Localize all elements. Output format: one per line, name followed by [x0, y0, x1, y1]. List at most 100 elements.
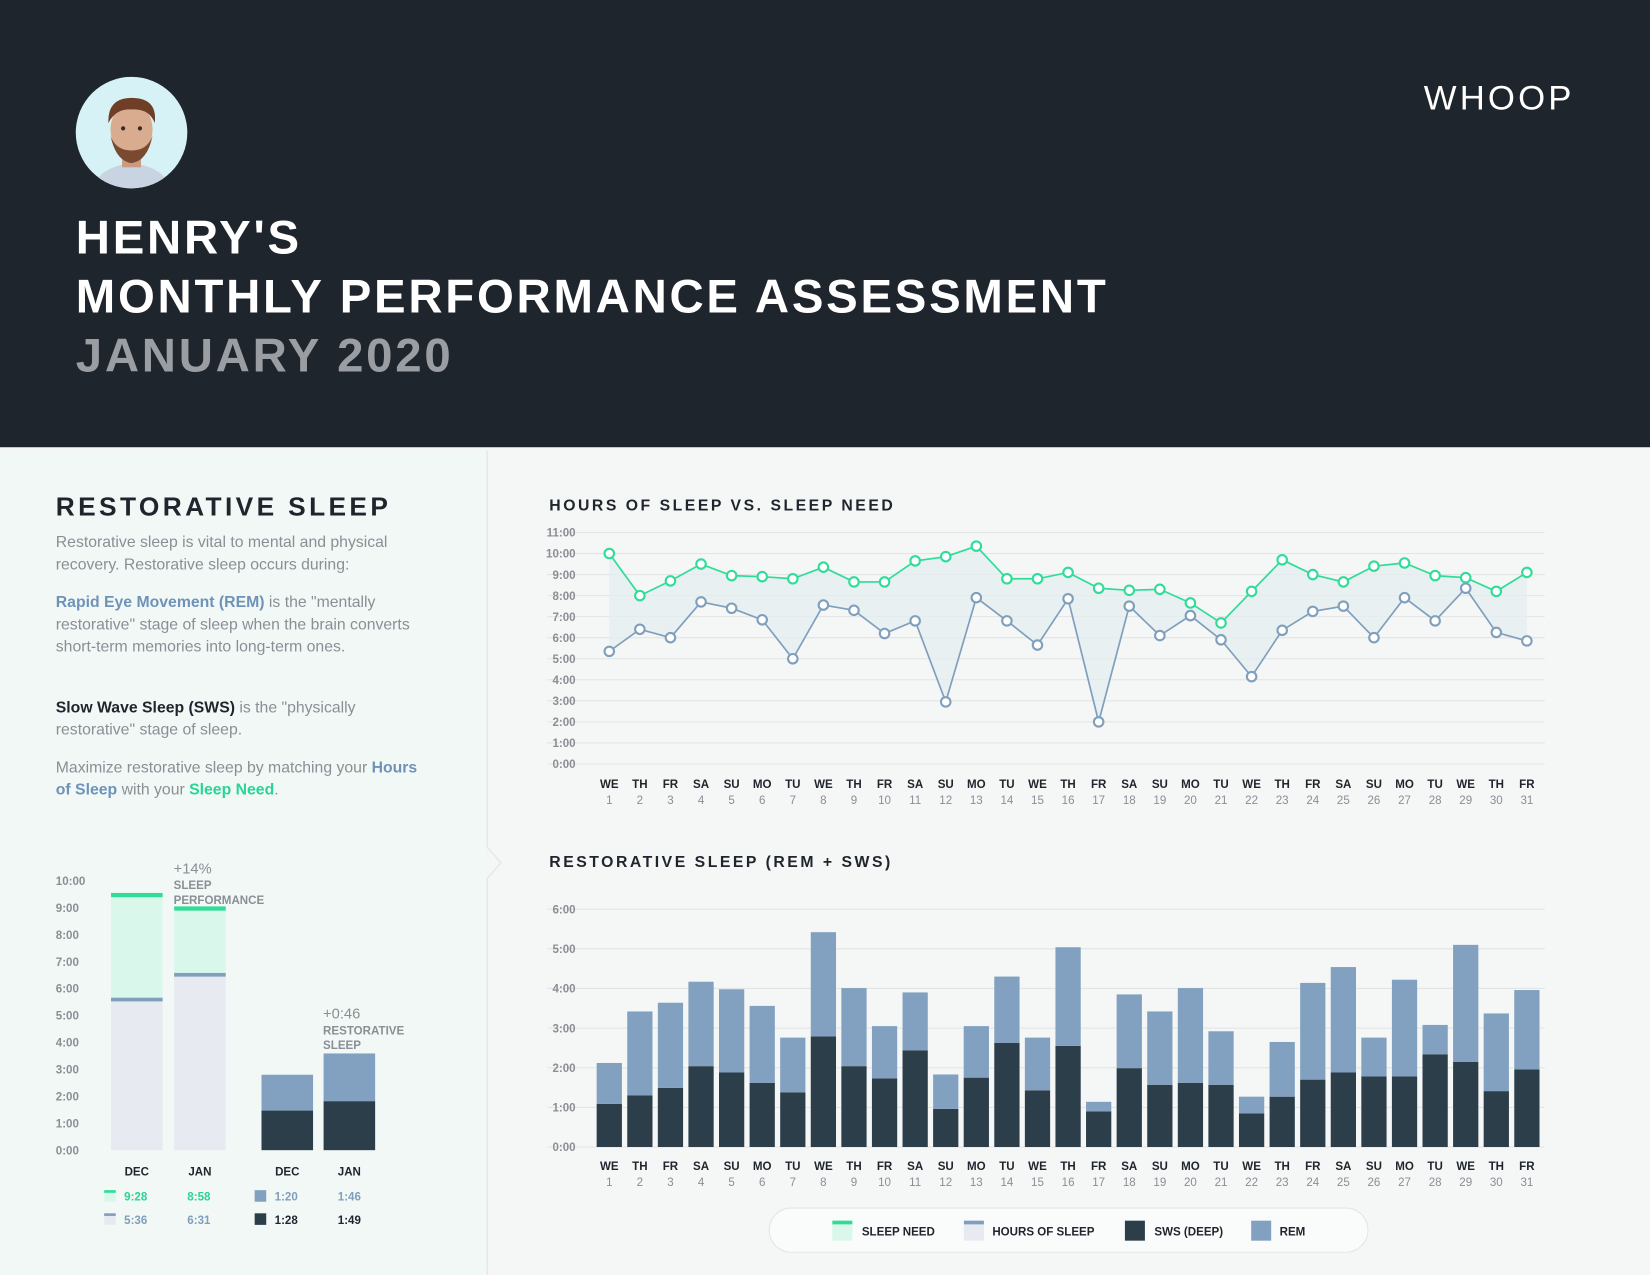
bar-segment — [627, 1095, 653, 1148]
y-tick-label: 1:00 — [552, 738, 575, 750]
x-tick-label: 31 — [1520, 795, 1533, 807]
x-tick-label: 3 — [667, 1177, 673, 1189]
bar-segment — [1116, 994, 1142, 1069]
data-point — [756, 614, 769, 626]
x-tick-label: 31 — [1520, 1177, 1533, 1189]
x-tick-label: TU — [1213, 1161, 1228, 1173]
legend-swatch — [1124, 1220, 1145, 1241]
bar-segment — [1086, 1111, 1112, 1148]
y-tick-label: 1:00 — [56, 1118, 79, 1130]
x-tick-label: 16 — [1062, 1177, 1075, 1189]
data-point — [756, 570, 769, 583]
data-point — [1276, 554, 1288, 566]
bar-segment — [810, 1036, 837, 1148]
x-tick-label: JAN — [338, 1166, 361, 1178]
data-point — [664, 631, 677, 644]
x-tick-label: WE — [1242, 779, 1261, 791]
advice-part: . — [274, 780, 279, 799]
data-point — [695, 558, 707, 570]
bar-segment — [749, 1005, 775, 1083]
x-tick-label: 9 — [851, 795, 857, 807]
rem-term: Rapid Eye Movement (REM) — [55, 593, 265, 612]
x-tick-label: SU — [724, 779, 740, 791]
x-tick-label: 12 — [939, 1177, 952, 1189]
x-tick-label: FR — [1305, 779, 1321, 791]
rem-bar — [323, 1053, 376, 1102]
x-tick-label: SU — [1152, 1161, 1168, 1173]
x-tick-label: DEC — [125, 1166, 150, 1178]
data-point — [848, 604, 860, 617]
advice-part: Maximize restorative sleep by matching y… — [55, 758, 372, 777]
x-tick-label: 4 — [698, 795, 705, 807]
x-tick-label: TH — [1489, 779, 1504, 791]
hours-bar — [174, 974, 226, 1151]
bar-segment — [1453, 944, 1479, 1062]
avatar — [75, 76, 188, 189]
x-tick-label: MO — [1181, 1161, 1200, 1173]
data-point — [1429, 615, 1441, 627]
data-point — [603, 547, 616, 560]
y-tick-label: 6:00 — [552, 904, 575, 916]
data-point — [1154, 629, 1166, 642]
data-point — [1031, 639, 1044, 651]
x-tick-label: 19 — [1153, 1177, 1166, 1189]
x-tick-label: 12 — [939, 795, 952, 807]
y-tick-label: 4:00 — [552, 675, 575, 687]
x-tick-label: 23 — [1276, 1177, 1289, 1189]
legend-swatch-cap — [963, 1220, 984, 1225]
x-tick-label: FR — [663, 1161, 679, 1173]
bar-segment — [963, 1026, 989, 1078]
x-tick-label: SA — [693, 779, 710, 791]
annotation: SLEEP — [323, 1040, 361, 1052]
legend-swatch — [963, 1220, 984, 1241]
x-tick-label: TH — [846, 1161, 861, 1173]
annotation: PERFORMANCE — [174, 895, 265, 907]
advice-text: Maximize restorative sleep by matching y… — [56, 757, 419, 801]
y-tick-label: 3:00 — [552, 1023, 575, 1035]
data-point — [1215, 634, 1227, 646]
bar-segment — [1300, 982, 1326, 1080]
header-name: HENRY'S — [75, 210, 302, 265]
value-label: 1:46 — [338, 1192, 362, 1204]
y-tick-label: 0:00 — [56, 1145, 79, 1157]
x-tick-label: TU — [999, 779, 1014, 791]
intro-text: Restorative sleep is vital to mental and… — [55, 533, 388, 574]
x-tick-label: 2 — [637, 1177, 643, 1189]
x-tick-label: 28 — [1429, 1177, 1442, 1189]
x-tick-label: 16 — [1062, 795, 1075, 807]
bar-segment — [1300, 1079, 1326, 1148]
chart-title: RESTORATIVE SLEEP (REM + SWS) — [549, 854, 893, 871]
annotation: RESTORATIVE — [323, 1025, 404, 1037]
x-tick-label: 20 — [1184, 1177, 1197, 1189]
x-tick-label: 4 — [698, 1177, 705, 1189]
bar-segment — [871, 1078, 898, 1148]
data-point — [725, 569, 738, 582]
header-title: MONTHLY PERFORMANCE ASSESSMENT — [75, 269, 1109, 324]
data-point — [634, 589, 646, 602]
data-point — [909, 615, 921, 627]
bar-segment — [1208, 1084, 1234, 1148]
data-point — [1001, 572, 1013, 585]
annotation: +14% — [174, 861, 212, 877]
x-tick-label: SA — [907, 779, 924, 791]
data-point — [848, 576, 860, 588]
x-tick-label: 27 — [1398, 1177, 1411, 1189]
bar-segment — [871, 1026, 898, 1079]
x-tick-label: JAN — [188, 1166, 211, 1178]
x-tick-label: TU — [785, 779, 800, 791]
data-point — [1123, 600, 1136, 612]
x-tick-label: FR — [1091, 779, 1107, 791]
need-cap — [174, 906, 226, 911]
y-tick-label: 4:00 — [552, 984, 575, 996]
data-point — [1306, 605, 1319, 618]
x-tick-label: 26 — [1368, 1177, 1381, 1189]
x-tick-label: 17 — [1092, 795, 1105, 807]
logo: WHOOP — [1423, 77, 1575, 117]
bar-segment — [1055, 1045, 1081, 1148]
data-point — [603, 645, 616, 658]
bar-segment — [1086, 1101, 1112, 1112]
x-tick-label: 21 — [1215, 1177, 1228, 1189]
bar-segment — [1055, 947, 1081, 1046]
x-tick-label: 15 — [1031, 795, 1044, 807]
x-tick-label: 23 — [1276, 795, 1289, 807]
